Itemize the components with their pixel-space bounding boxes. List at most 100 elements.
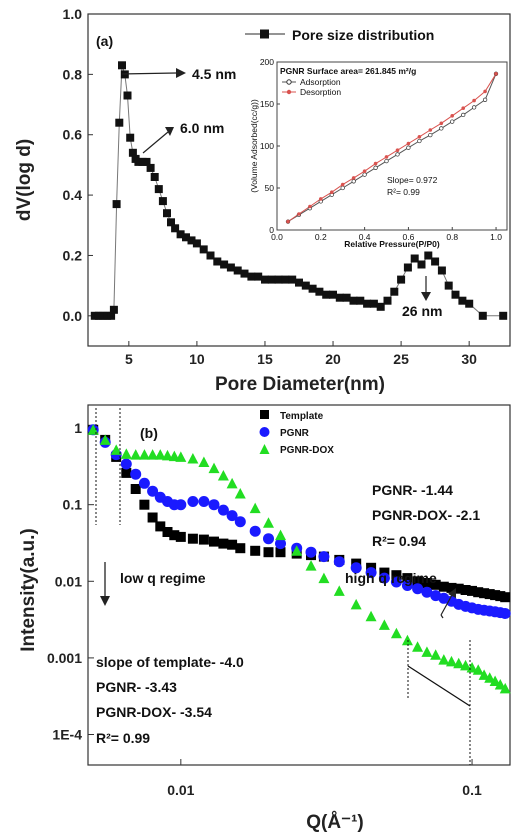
- panel-b-point-template: [139, 499, 150, 510]
- panel-b-x-axis-label: Q(Å⁻¹): [306, 812, 364, 833]
- panel-b-y-tick-label: 0.1: [63, 497, 83, 513]
- panel-a-point: [154, 185, 163, 194]
- inset-adsorption-point: [351, 179, 356, 184]
- inset-y-tick-label: 50: [265, 183, 275, 193]
- inset-x-tick-label: 0.6: [403, 232, 415, 242]
- panel-a-point: [465, 299, 474, 308]
- panel-a-y-tick-label: 0.2: [63, 247, 83, 263]
- inset-desorption-point: [439, 121, 444, 126]
- panel-a-point: [410, 254, 419, 263]
- panel-b-point-template: [391, 570, 402, 581]
- panel-b: (b) 1 0.1 0.01 0.001 1E-4 0.01 0.1 Q(Å⁻¹) Int…: [18, 404, 511, 833]
- panel-a-point: [107, 311, 116, 320]
- panel-b-point-pgnr: [365, 567, 377, 579]
- inset-x-tick-label: 0.4: [359, 232, 371, 242]
- panel-b-point-pgnr: [147, 485, 159, 497]
- panel-b-x-tick-label: 0.1: [462, 782, 482, 798]
- panel-a-point: [390, 287, 399, 296]
- panel-a-y-ticks: 0.0 0.2 0.4 0.6 0.8 1.0: [63, 6, 93, 324]
- panel-b-point-pgnr-dox: [168, 450, 180, 462]
- panel-a-point: [274, 275, 283, 284]
- panel-b-point-pgnr-dox: [472, 664, 484, 675]
- inset-desorption-point: [417, 135, 422, 139]
- panel-a-point: [118, 61, 126, 70]
- panel-b-point-pgnr: [421, 586, 433, 598]
- panel-b-point-template: [121, 467, 132, 478]
- panel-a-x-tick-label: 15: [257, 351, 273, 367]
- panel-b-point-pgnr-dox: [401, 634, 413, 646]
- inset-desorption-point: [406, 141, 411, 146]
- panel-a-point: [220, 260, 229, 269]
- panel-b-point-template: [467, 585, 477, 596]
- panel-a-point: [206, 251, 215, 260]
- inset-legend-adsorption-marker: [286, 79, 292, 85]
- panel-b-point-template: [263, 547, 274, 558]
- panel-a-point: [451, 290, 460, 299]
- inset-desorption-point: [319, 197, 323, 201]
- panel-a-legend-label: Pore size distribution: [292, 27, 434, 43]
- panel-b-point-pgnr-dox: [478, 669, 490, 680]
- panel-b-point-pgnr-dox: [234, 487, 246, 499]
- inset-title: PGNR Surface area= 261.845 m²/g: [280, 66, 416, 76]
- panel-a-x-tick-label: 5: [125, 351, 133, 367]
- panel-b-point-pgnr-dox: [147, 449, 159, 460]
- panel-a-point: [349, 296, 358, 305]
- annotation-6-0nm: 6.0 nm: [180, 120, 224, 136]
- annotation-4-5nm: 4.5 nm: [192, 66, 236, 82]
- panel-a-frame: [87, 13, 511, 347]
- inset-adsorption-point: [428, 132, 433, 138]
- panel-b-point-pgnr-dox: [249, 502, 261, 514]
- inset-x-axis-label: Relative Pressure(P/P0): [344, 239, 440, 249]
- panel-b-y-axis-label: Intensity(a.u.): [18, 528, 39, 652]
- panel-a: (a) 0.0 0.2 0.4 0.6 0.8 1.0 5 10 15 20 25 30 Pore …: [14, 6, 511, 395]
- panel-b-point-template: [479, 588, 490, 599]
- panel-a-point: [142, 157, 151, 166]
- annotation-template-slope: slope of template- -4.0: [96, 654, 244, 670]
- panel-a-point: [499, 311, 508, 320]
- panel-b-point-pgnr: [263, 533, 274, 545]
- inset-desorption-point: [483, 89, 487, 94]
- panel-b-point-template: [198, 534, 209, 545]
- panel-a-y-tick-label: 0.6: [63, 127, 83, 143]
- panel-b-point-pgnr-dox: [378, 619, 390, 630]
- panel-b-point-pgnr-dox: [138, 449, 150, 460]
- inset-desorption-point: [362, 169, 367, 173]
- panel-b-point-pgnr-dox: [175, 451, 187, 462]
- panel-b-point-template: [446, 582, 457, 593]
- inset-adsorption-point: [373, 165, 378, 170]
- panel-b-point-pgnr: [249, 525, 261, 537]
- panel-b-point-pgnr-dox: [430, 649, 442, 660]
- arrow-6-0nm-head: [165, 127, 174, 136]
- panel-a-point: [176, 230, 185, 239]
- panel-b-point-pgnr-dox: [226, 477, 238, 489]
- inset-desorption-point: [308, 204, 312, 209]
- panel-a-point: [267, 275, 276, 284]
- panel-b-points: [87, 424, 511, 694]
- panel-b-point-pgnr-dox: [130, 449, 142, 460]
- panel-a-point: [288, 275, 297, 284]
- inset-points: [285, 71, 499, 224]
- inset-desorption-line: [287, 73, 497, 223]
- panel-b-point-pgnr: [305, 546, 317, 558]
- panel-a-point: [187, 236, 196, 245]
- panel-a-point: [417, 260, 426, 269]
- panel-a-point: [363, 299, 372, 308]
- panel-a-point: [295, 278, 303, 287]
- panel-a-label: (a): [96, 33, 113, 49]
- panel-a-point: [128, 148, 137, 157]
- panel-b-point-template: [227, 539, 238, 550]
- panel-a-point: [342, 293, 351, 302]
- panel-b-point-pgnr: [234, 516, 246, 528]
- panel-b-point-template: [175, 531, 186, 542]
- panel-b-point-pgnr-dox: [291, 545, 303, 556]
- annotation-low-pgnr-dox: PGNR-DOX- -3.54: [96, 704, 212, 720]
- legend-pgnr-dox-marker: [259, 444, 270, 454]
- panel-b-point-pgnr: [318, 551, 330, 563]
- inset-desorption-point: [450, 114, 455, 118]
- inset-adsorption-point: [450, 119, 455, 124]
- arrow-26nm-head: [421, 292, 431, 301]
- inset-desorption-point: [340, 182, 345, 187]
- panel-a-point: [329, 290, 337, 299]
- panel-b-annotations: PGNR- -1.44 PGNR-DOX- -2.1 R²= 0.94 high…: [96, 482, 480, 746]
- panel-a-point: [146, 163, 155, 172]
